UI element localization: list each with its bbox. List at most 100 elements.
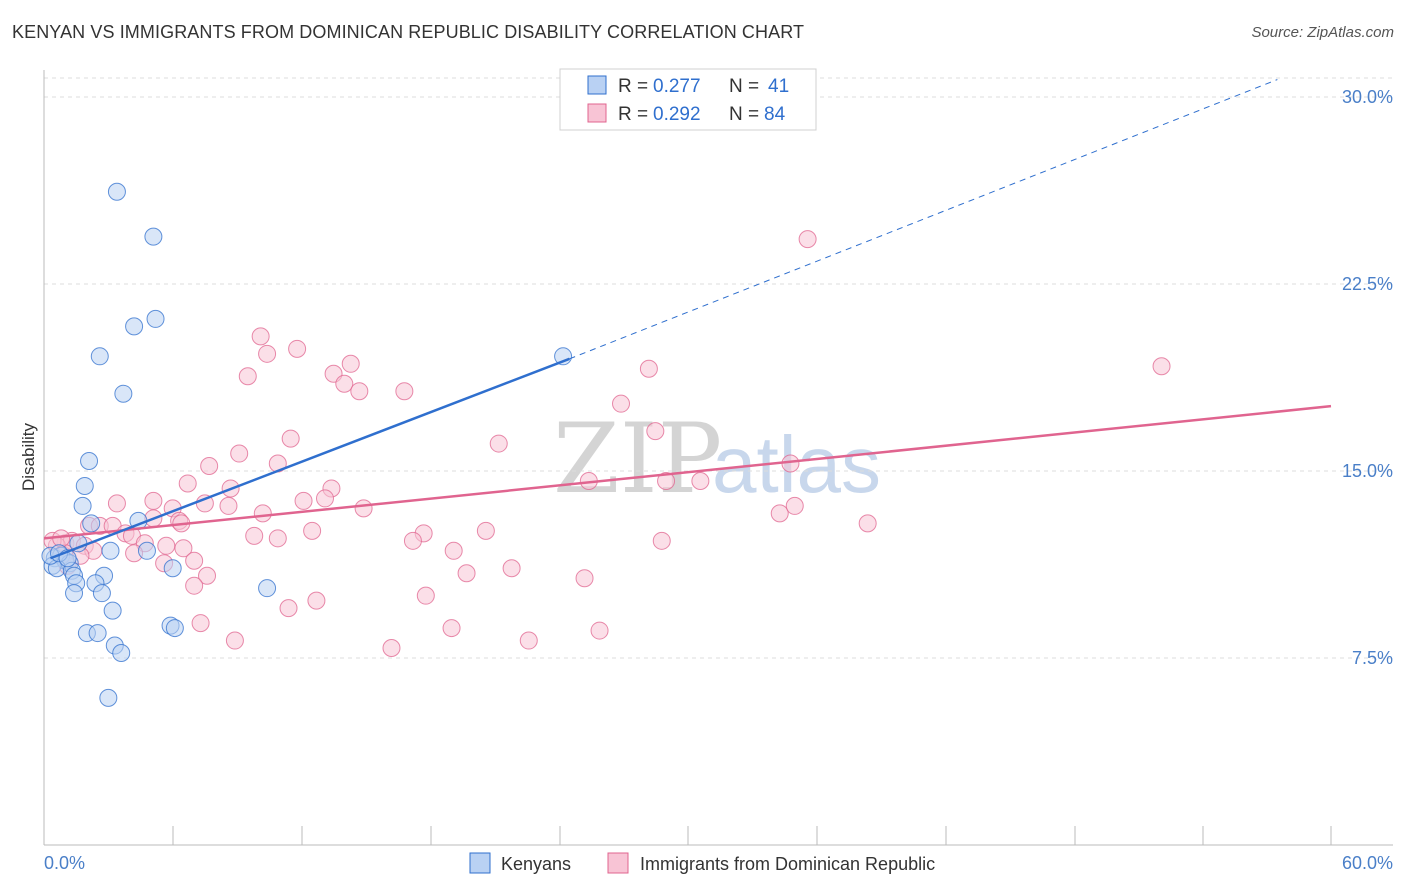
dominican-point [489, 434, 508, 453]
dominican-point [315, 489, 334, 508]
kenyans-point [103, 601, 122, 620]
dominican-point [185, 576, 204, 595]
kenyans-point [101, 541, 120, 560]
dominican-point [457, 564, 476, 583]
kenyans-trend-extension [569, 79, 1278, 360]
dominican-point [691, 471, 710, 490]
dominican-point [219, 496, 238, 515]
y-axis-title: Disability [19, 422, 38, 491]
watermark-zip: ZIP [553, 403, 722, 515]
bottom-legend-swatch-kenyans [469, 852, 491, 874]
dominican-point [657, 471, 676, 490]
dominican-point [1152, 357, 1171, 376]
dominican-point [268, 529, 287, 548]
dominican-point [238, 367, 257, 386]
dominican-point [442, 619, 461, 638]
kenyans-point [137, 541, 156, 560]
dominican-point [157, 536, 176, 555]
dominican-point [144, 491, 163, 510]
dominican-point [335, 374, 354, 393]
dominican-point [253, 504, 272, 523]
series-legend: Kenyans Immigrants from Dominican Republ… [469, 852, 935, 874]
kenyans-point [112, 644, 131, 663]
x-tick-label-max: 60.0% [1342, 853, 1393, 873]
kenyans-point [73, 496, 92, 515]
dominican-point [174, 539, 193, 558]
kenyans-point [114, 384, 133, 403]
y-tick-label: 15.0% [1342, 461, 1393, 481]
legend-n-label-kenyans: N = [729, 76, 759, 97]
dominican-point [354, 499, 373, 518]
x-tick-label-min: 0.0% [44, 853, 85, 873]
dominican-point [307, 591, 326, 610]
kenyans-point [146, 309, 165, 328]
kenyans-point [82, 514, 101, 533]
dominican-point [785, 496, 804, 515]
dominican-point [646, 422, 665, 441]
y-tick-label: 7.5% [1352, 648, 1393, 668]
dominican-point [858, 514, 877, 533]
kenyans-point [107, 182, 126, 201]
legend-n-value-kenyans: 41 [768, 76, 789, 97]
x-axis-ticks [43, 826, 1332, 845]
dominican-point [185, 551, 204, 570]
dominican-point [191, 614, 210, 633]
legend-n-label-dominican: N = [729, 104, 759, 125]
kenyans-point [258, 579, 277, 598]
dominican-point [350, 382, 369, 401]
dominican-point [245, 526, 264, 545]
dominican-point [652, 531, 671, 550]
dominican-point [230, 444, 249, 463]
legend-r-value-dominican: 0.292 [653, 104, 701, 125]
dominican-point [382, 639, 401, 658]
legend-r-label-kenyans: R = [618, 76, 648, 97]
kenyans-point [125, 317, 144, 336]
trend-lines [43, 79, 1332, 560]
dominican-point [403, 531, 422, 550]
kenyans-point [144, 227, 163, 246]
bottom-legend-label-kenyans: Kenyans [501, 854, 571, 874]
kenyans-point [65, 584, 84, 603]
kenyans-point [80, 452, 99, 471]
source-label: Source: ZipAtlas.com [1251, 24, 1394, 41]
dominican-point [639, 359, 658, 378]
y-tick-label: 30.0% [1342, 87, 1393, 107]
dominican-point [770, 504, 789, 523]
dominican-point [281, 429, 300, 448]
dominican-point [502, 559, 521, 578]
dominican-point [395, 382, 414, 401]
legend-r-label-dominican: R = [618, 104, 648, 125]
dominican-point [519, 631, 538, 650]
dominican-point [590, 621, 609, 640]
kenyans-trend-line [49, 357, 570, 560]
dominican-point [303, 521, 322, 540]
dominican-point [107, 494, 126, 513]
dominican-point [612, 394, 631, 413]
kenyans-point [165, 619, 184, 638]
dominican-point [251, 327, 270, 346]
kenyans-point [99, 688, 118, 707]
correlation-legend: R = 0.277 N = 41 R = 0.292 N = 84 [559, 68, 817, 131]
kenyans-point [75, 476, 94, 495]
kenyans-point [90, 347, 109, 366]
bottom-legend-swatch-dominican [607, 852, 629, 874]
dominican-point [198, 566, 217, 585]
dominican-point [178, 474, 197, 493]
dominican-point [416, 586, 435, 605]
dominican-point [200, 457, 219, 476]
chart-title: KENYAN VS IMMIGRANTS FROM DOMINICAN REPU… [12, 22, 805, 42]
dominican-point [279, 599, 298, 618]
bottom-legend-label-dominican: Immigrants from Dominican Republic [640, 854, 935, 874]
dominican-trend-line [43, 404, 1332, 540]
dominican-point [258, 344, 277, 363]
kenyans-point [92, 584, 111, 603]
dominican-point [288, 339, 307, 358]
dominican-point [476, 521, 495, 540]
legend-swatch-dominican [587, 103, 607, 123]
dominican-point [444, 541, 463, 560]
legend-r-value-kenyans: 0.277 [653, 76, 701, 97]
legend-n-value-dominican: 84 [764, 104, 786, 125]
y-tick-label: 22.5% [1342, 274, 1393, 294]
dominican-point [575, 569, 594, 588]
